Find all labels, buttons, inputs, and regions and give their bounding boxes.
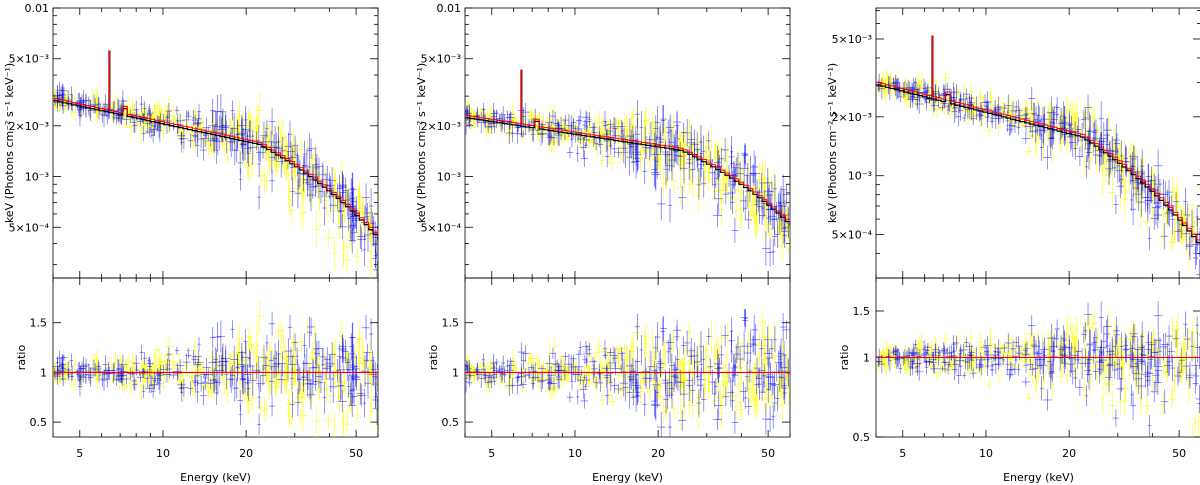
spectrum-y-label: keV (Photons cm⁻² s⁻¹ keV⁻¹) <box>415 63 428 223</box>
ratio-axes-frame <box>52 277 379 438</box>
ratio-y-label: ratio <box>427 345 440 371</box>
y-tick-label: 5×10⁻⁴ <box>9 221 50 234</box>
x-tick-label: 20 <box>239 447 253 460</box>
spectrum-y-label: keV (Photons cm⁻² s⁻¹ keV⁻¹) <box>3 63 16 223</box>
y-tick-label: 1.5 <box>442 317 460 330</box>
spectrum-data-points <box>53 50 378 278</box>
x-tick-label: 5 <box>76 447 83 460</box>
spectrum-data-points <box>465 69 790 267</box>
ratio-data-points <box>465 309 790 437</box>
model-curve <box>53 100 378 240</box>
y-tick-label: 2×10⁻³ <box>421 120 461 133</box>
x-tick-label: 10 <box>568 447 582 460</box>
chart-panel-left: 5 10 20 50 Energy (keV) 0.01 5×10⁻³ 2×10⁻³ 10⁻³ 5… <box>3 2 379 484</box>
y-tick-label: 5×10⁻³ <box>9 53 49 66</box>
model-curve <box>465 117 790 226</box>
x-tick-label: 20 <box>651 447 665 460</box>
x-axis-label: Energy (keV) <box>592 471 663 484</box>
y-tick-label: 10⁻³ <box>437 171 461 184</box>
y-tick-label: 10⁻³ <box>25 171 49 184</box>
chart-panel-middle: 5 10 20 50 Energy (keV) 0.01 5×10⁻³ 2×10⁻³ 10⁻³ 5… <box>415 2 791 484</box>
y-tick-label: 1 <box>40 366 47 379</box>
y-tick-label: 0.5 <box>30 416 48 429</box>
x-tick-label: 50 <box>761 447 775 460</box>
x-axis-label: Energy (keV) <box>180 471 251 484</box>
y-tick-label: 2×10⁻³ <box>9 120 49 133</box>
y-tick-label: 5×10⁻⁴ <box>421 221 462 234</box>
y-tick-label: 0.01 <box>25 2 50 15</box>
y-tick-label: 1.5 <box>30 317 48 330</box>
y-tick-label: 0.01 <box>437 2 462 15</box>
x-tick-label: 50 <box>349 447 363 460</box>
y-tick-label: 5×10⁻³ <box>421 53 461 66</box>
ratio-y-label: ratio <box>15 345 28 371</box>
ratio-data-points <box>53 300 378 437</box>
ratio-axes-frame <box>464 277 791 438</box>
y-tick-label: 1 <box>452 366 459 379</box>
y-tick-label: 0.5 <box>442 416 460 429</box>
x-tick-label: 10 <box>156 447 170 460</box>
x-tick-label: 5 <box>488 447 495 460</box>
